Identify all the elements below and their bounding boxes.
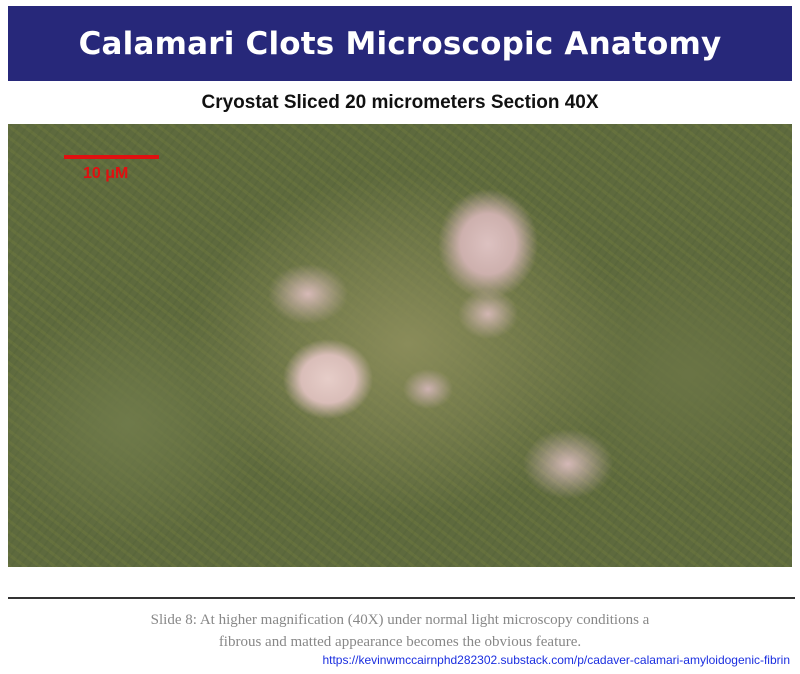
caption-line-1: Slide 8: At higher magnification (40X) u… — [150, 612, 650, 628]
slide-caption: Slide 8: At higher magnification (40X) u… — [0, 609, 800, 653]
slide-subtitle: Cryostat Sliced 20 micrometers Section 4… — [201, 92, 599, 113]
scale-bar-label: 10 μM — [83, 165, 129, 182]
caption-line-2: fibrous and matted appearance becomes th… — [218, 634, 582, 650]
title-banner: Calamari Clots Microscopic Anatomy — [8, 6, 792, 81]
page-title: Calamari Clots Microscopic Anatomy — [78, 25, 722, 62]
divider — [8, 597, 795, 599]
scale-bar — [64, 155, 159, 159]
source-link[interactable]: https://kevinwmccairnphd282302.substack.… — [322, 653, 790, 667]
micrograph-image: 10 μM — [8, 124, 792, 567]
